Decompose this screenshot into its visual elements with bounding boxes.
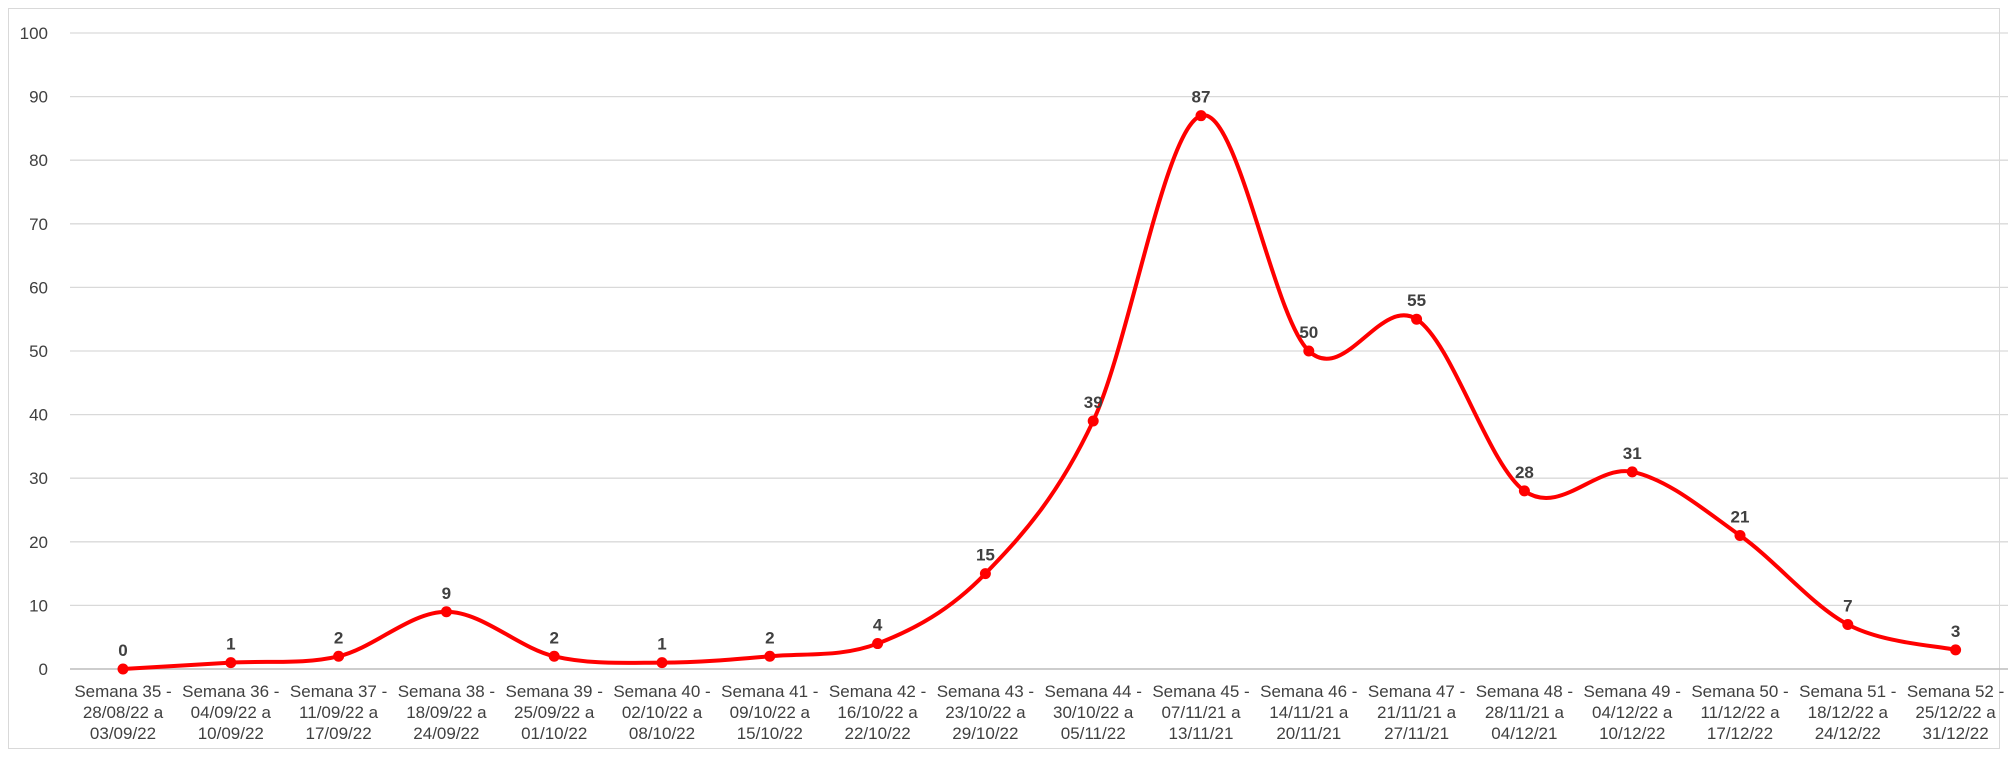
y-tick-label: 80 [29,151,48,170]
data-point [979,568,991,580]
data-point [1411,313,1423,325]
x-tick-label: Semana 36 -04/09/22 a 10/09/22 [182,682,279,743]
data-point [1195,110,1207,122]
y-tick-label: 40 [29,406,48,425]
data-point [1087,415,1099,427]
data-label: 0 [118,641,127,660]
data-point [440,606,452,618]
data-point [225,657,237,669]
data-label: 50 [1299,323,1318,342]
data-label: 2 [549,628,558,647]
data-point [117,663,129,675]
x-tick-label: Semana 50 -11/12/22 a 17/12/22 [1691,682,1788,743]
data-label: 28 [1515,463,1534,482]
data-label: 21 [1731,507,1750,526]
x-tick-label: Semana 40 -02/10/22 a 08/10/22 [613,682,710,743]
y-tick-label: 30 [29,469,48,488]
data-label: 3 [1951,622,1960,641]
x-tick-label: Semana 49 -04/12/22 a 10/12/22 [1584,682,1681,743]
x-tick-label: Semana 45 -07/11/21 a 13/11/21 [1152,682,1249,743]
x-tick-label: Semana 39 -25/09/22 a 01/10/22 [506,682,603,743]
data-point [1518,485,1530,497]
data-point [548,650,560,662]
data-label: 87 [1192,88,1211,107]
data-label: 55 [1407,291,1426,310]
x-tick-label: Semana 37 -11/09/22 a 17/09/22 [290,682,387,743]
data-label: 9 [442,584,451,603]
data-point [764,650,776,662]
data-label: 39 [1084,393,1103,412]
data-label: 1 [657,635,666,654]
data-label: 2 [334,628,343,647]
data-label: 7 [1843,596,1852,615]
x-tick-label: Semana 42 -16/10/22 a 22/10/22 [829,682,926,743]
data-point [656,657,668,669]
x-tick-label: Semana 35 -28/08/22 a 03/09/22 [74,682,171,743]
x-tick-label: Semana 47 -21/11/21 a 27/11/21 [1368,682,1465,743]
y-tick-label: 0 [39,660,48,679]
data-point [1950,644,1962,656]
x-tick-label: Semana 48 -28/11/21 a 04/12/21 [1476,682,1573,743]
x-tick-label: Semana 38 -18/09/22 a 24/09/22 [398,682,495,743]
x-tick-label: Semana 43 -23/10/22 a 29/10/22 [937,682,1034,743]
x-tick-label: Semana 51 -18/12/22 a 24/12/22 [1799,682,1896,743]
y-tick-label: 50 [29,342,48,361]
chart-frame [8,8,2000,749]
y-tick-label: 60 [29,278,48,297]
x-tick-label: Semana 46 -14/11/21 a 20/11/21 [1260,682,1357,743]
y-tick-label: 10 [29,596,48,615]
data-label: 15 [976,546,995,565]
y-tick-label: 70 [29,215,48,234]
y-tick-label: 20 [29,533,48,552]
x-tick-label: Semana 44 -30/10/22 a 05/11/22 [1045,682,1142,743]
y-tick-label: 100 [20,24,48,43]
data-point [1303,345,1315,357]
data-point [333,650,345,662]
data-label: 1 [226,635,235,654]
data-point [872,638,884,650]
series-line [122,113,1957,671]
x-tick-label: Semana 52 -25/12/22 a 31/12/22 [1907,682,2004,743]
x-tick-label: Semana 41 -09/10/22 a 15/10/22 [721,682,818,743]
data-label: 4 [873,616,883,635]
y-tick-label: 90 [29,88,48,107]
data-label: 31 [1623,444,1642,463]
data-point [1842,618,1854,630]
data-point [1626,466,1638,478]
data-label: 2 [765,628,774,647]
data-point [1734,529,1746,541]
